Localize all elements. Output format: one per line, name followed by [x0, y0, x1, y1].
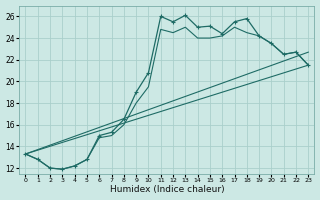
- X-axis label: Humidex (Indice chaleur): Humidex (Indice chaleur): [109, 185, 224, 194]
